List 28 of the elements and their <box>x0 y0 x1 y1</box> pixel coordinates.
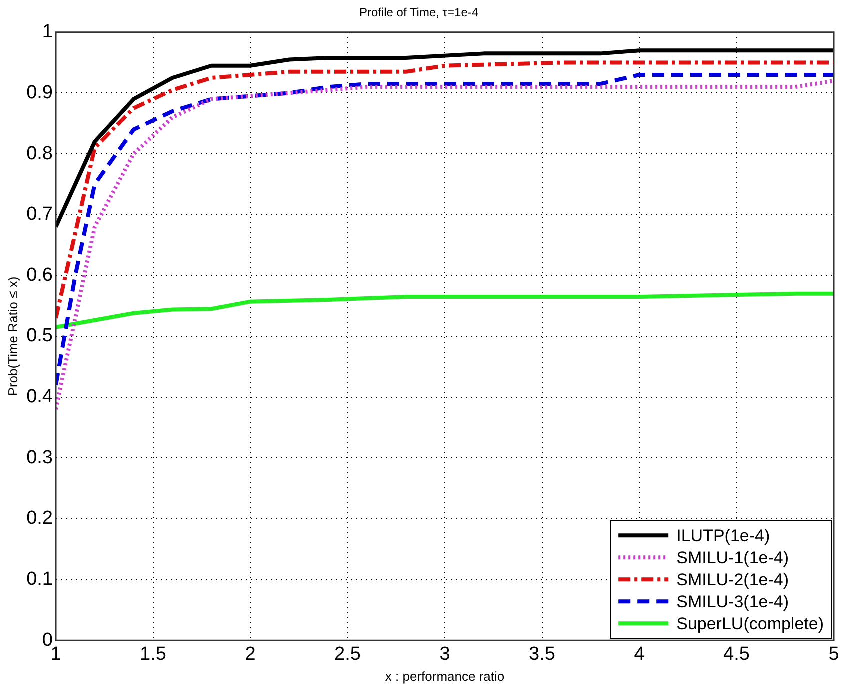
y-tick-label: 0 <box>42 630 54 651</box>
x-tick-label: 3 <box>440 644 450 666</box>
line-series <box>56 60 834 320</box>
legend-label: SMILU-3(1e-4) <box>676 592 790 612</box>
y-tick-label: 0.5 <box>26 326 54 347</box>
x-tick-label: 5 <box>828 644 840 666</box>
x-tick-label: 4.5 <box>724 644 750 666</box>
x-tick-label: 4 <box>634 644 646 666</box>
chart-title: Profile of Time, τ=1e-4 <box>359 6 479 20</box>
y-tick-label: 0.2 <box>26 508 54 530</box>
y-tick-label: 0.8 <box>26 143 54 164</box>
y-tick-label: 0.6 <box>26 264 54 286</box>
x-tick-label: 3.5 <box>529 644 556 666</box>
x-tick-label: 1.5 <box>140 644 166 666</box>
legend-label: SuperLU(complete) <box>676 614 824 634</box>
legend-label: ILUTP(1e-4) <box>676 526 770 546</box>
x-tick-label: 2 <box>245 644 256 666</box>
legend-label: SMILU-2(1e-4) <box>676 570 790 590</box>
y-tick-label: 0.4 <box>26 386 54 408</box>
x-tick-label: 2.5 <box>334 644 361 666</box>
x-axis-title: x : performance ratio <box>385 668 505 684</box>
y-tick-label: 1 <box>42 22 54 43</box>
y-tick-label: 0.9 <box>26 82 54 104</box>
y-tick-label: 0.1 <box>26 569 54 590</box>
y-axis-title: Prob(Time Ratio ≤ x) <box>5 276 20 396</box>
y-tick-label: 0.3 <box>26 447 54 468</box>
legend-label: SMILU-1(1e-4) <box>676 548 790 568</box>
y-tick-label: 0.7 <box>26 204 54 226</box>
